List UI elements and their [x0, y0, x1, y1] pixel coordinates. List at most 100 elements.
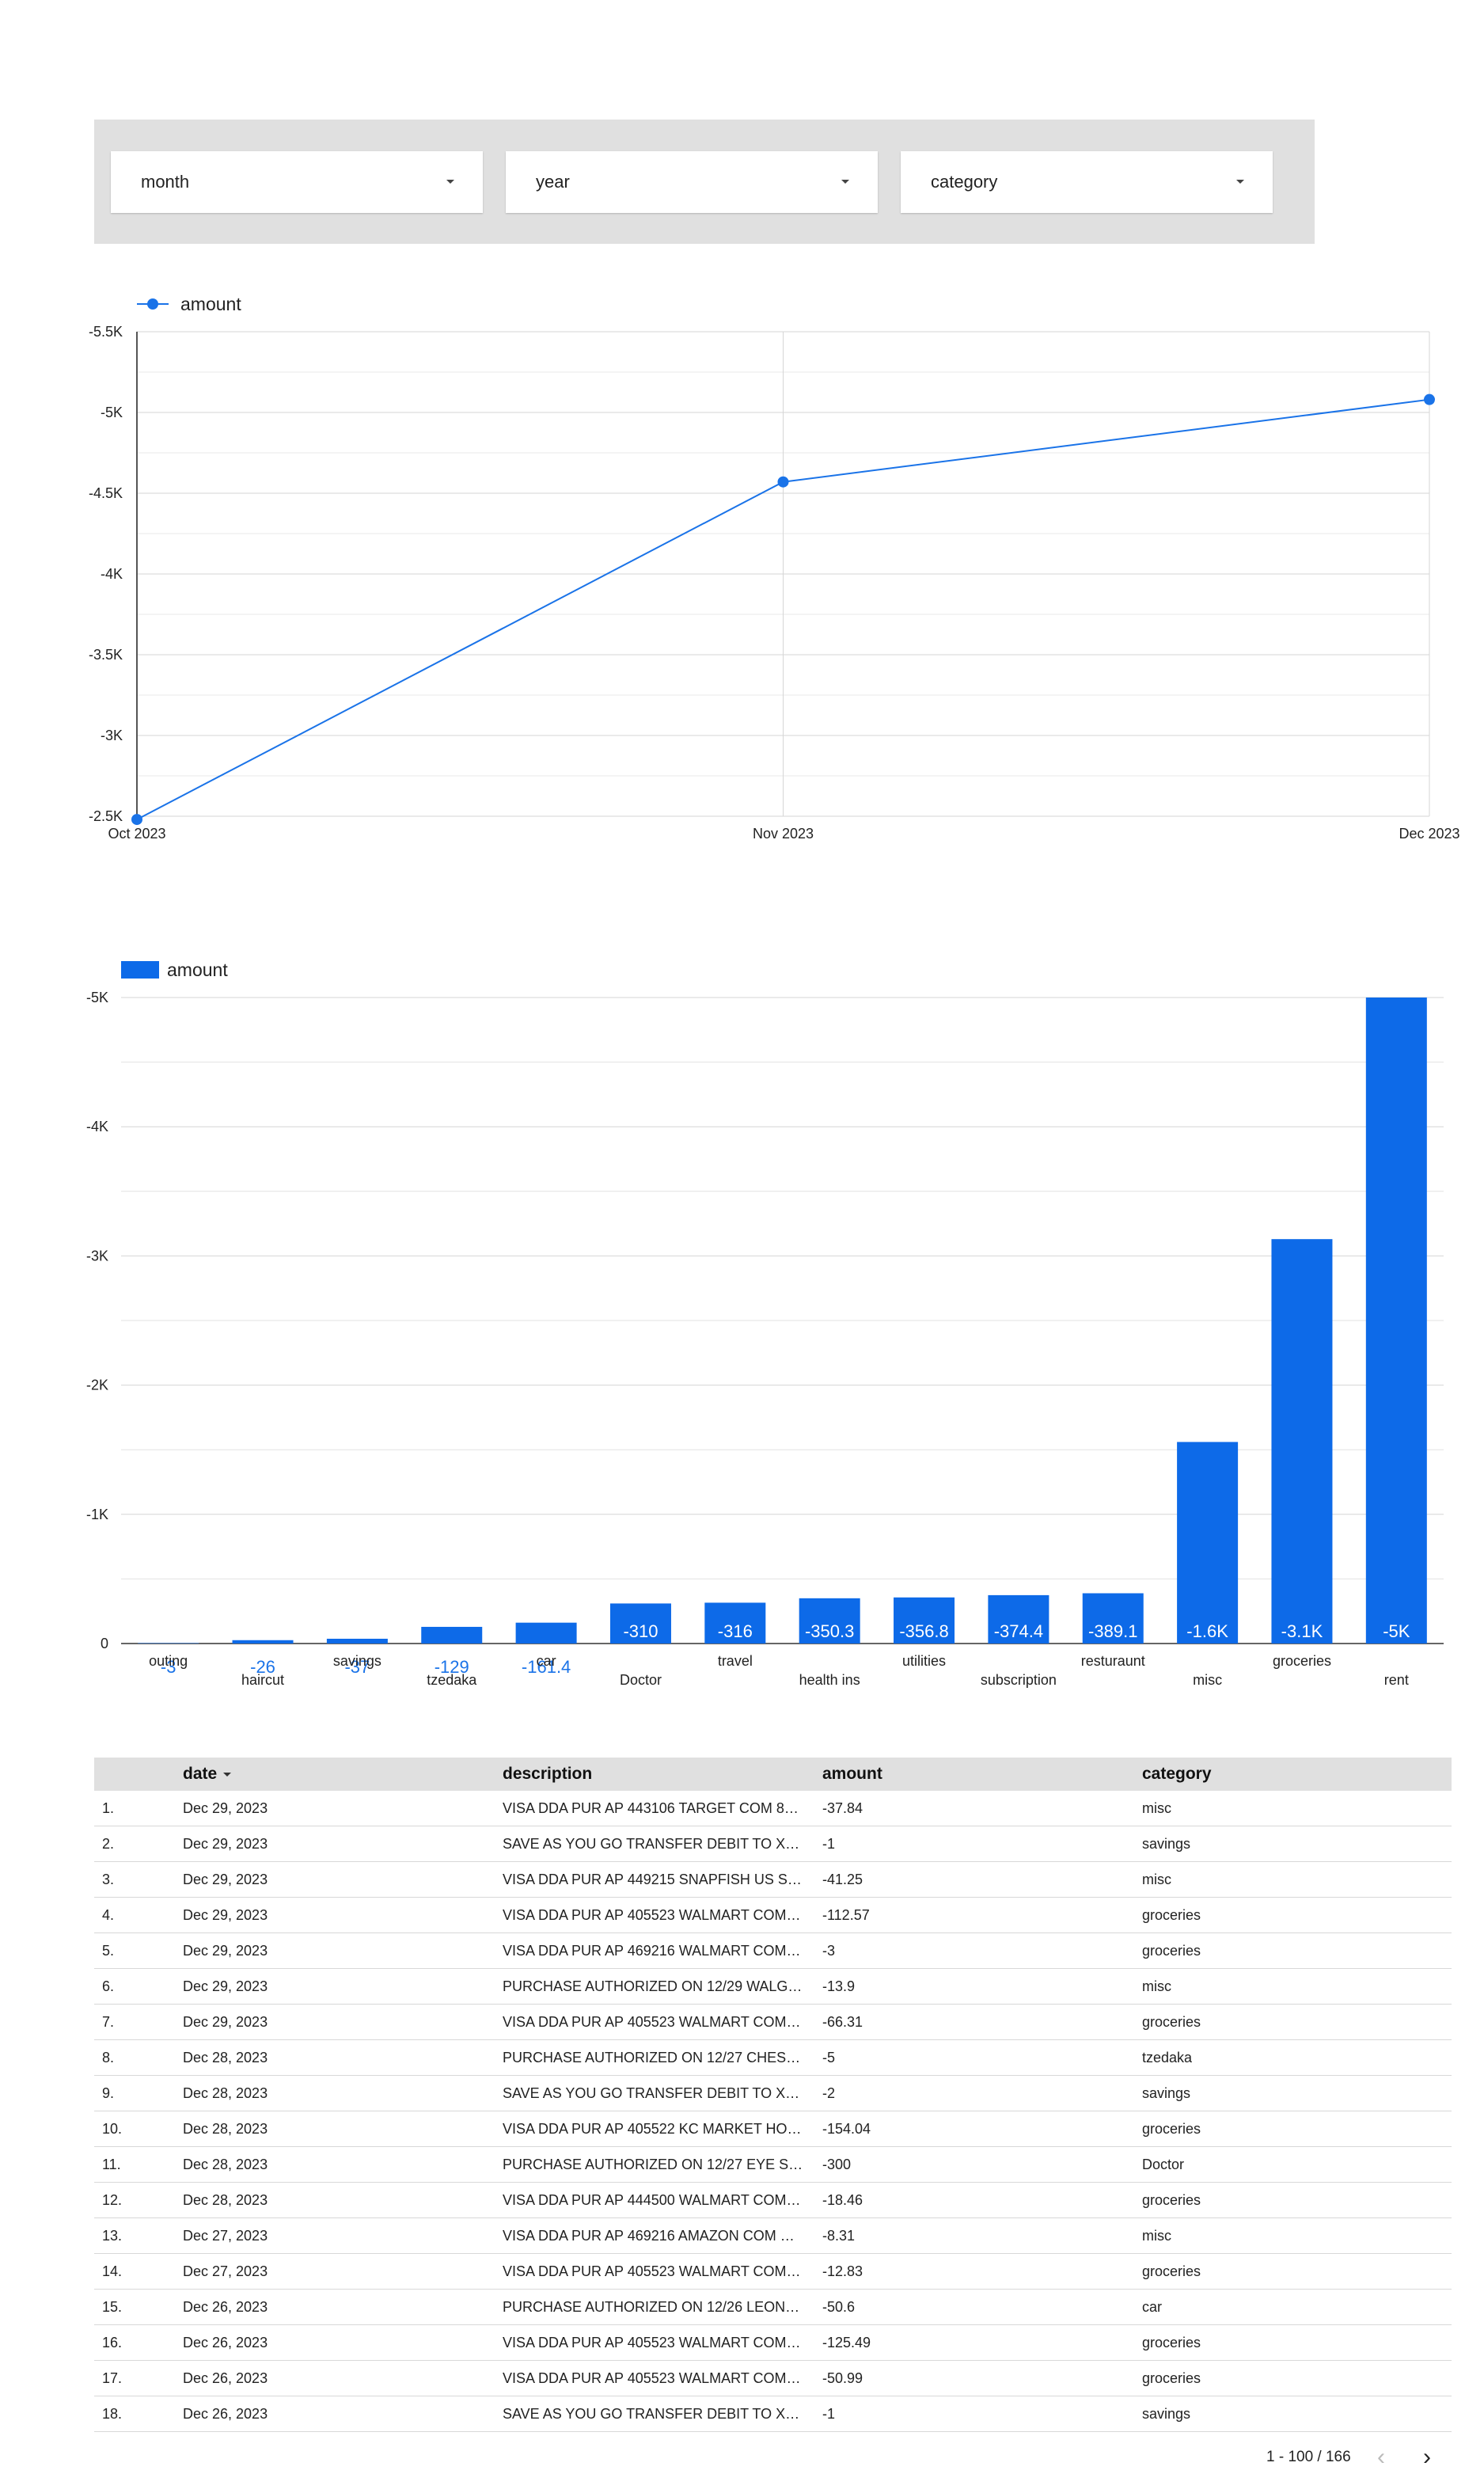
x-category-label: subscription	[981, 1672, 1057, 1688]
row-date: Dec 28, 2023	[183, 2084, 268, 2101]
row-amount: -50.6	[822, 2298, 856, 2315]
row-index: 9.	[102, 2084, 115, 2101]
category-column-header[interactable]: category	[1142, 1758, 1452, 1791]
table-row[interactable]: 3. Dec 29, 2023 VISA DDA PUR AP 449215 SNA…	[94, 1861, 1452, 1898]
row-index-cell: 14.	[94, 2253, 183, 2290]
row-amount-cell: -300	[822, 2146, 1142, 2183]
data-point[interactable]	[1424, 393, 1435, 405]
table-header-row: date description amount category	[94, 1758, 1452, 1791]
table-row[interactable]: 15. Dec 26, 2023 PURCHASE AUTHORIZED ON 12…	[94, 2289, 1452, 2325]
bar[interactable]	[1082, 1593, 1144, 1644]
bar-data-label: -1.6K	[1186, 1621, 1228, 1641]
chevron-left-icon[interactable]: ‹	[1377, 2444, 1385, 2470]
sort-descending-icon	[223, 1772, 232, 1777]
year-filter-label: year	[536, 172, 570, 192]
y-tick-label: -2K	[86, 1378, 108, 1393]
row-amount: -37.84	[822, 1799, 863, 1816]
row-date-cell: Dec 29, 2023	[183, 1897, 503, 1933]
row-amount-cell: -18.46	[822, 2182, 1142, 2218]
table-row[interactable]: 18. Dec 26, 2023 SAVE AS YOU GO TRANSFER D…	[94, 2396, 1452, 2432]
row-amount: -125.49	[822, 2334, 871, 2350]
index-column-header	[94, 1758, 183, 1791]
data-point[interactable]	[131, 814, 142, 826]
table-row[interactable]: 2. Dec 29, 2023 SAVE AS YOU GO TRANSFER DE…	[94, 1826, 1452, 1862]
row-description-cell: VISA DDA PUR AP 449215 SNAPFISH US S…	[503, 1861, 822, 1898]
bar[interactable]	[232, 1640, 294, 1644]
row-index: 7.	[102, 2013, 115, 2030]
date-column-header[interactable]: date	[183, 1758, 503, 1791]
bar[interactable]	[326, 1638, 388, 1644]
row-index-cell: 6.	[94, 1968, 183, 2005]
table-row[interactable]: 7. Dec 29, 2023 VISA DDA PUR AP 405523 WAL…	[94, 2004, 1452, 2040]
row-description-cell: PURCHASE AUTHORIZED ON 12/27 EYE S…	[503, 2146, 822, 2183]
table-row[interactable]: 12. Dec 28, 2023 VISA DDA PUR AP 444500 WA…	[94, 2182, 1452, 2218]
row-category: groceries	[1142, 2191, 1201, 2208]
table-row[interactable]: 5. Dec 29, 2023 VISA DDA PUR AP 469216 WAL…	[94, 1932, 1452, 1969]
row-date: Dec 29, 2023	[183, 1978, 268, 1994]
bar[interactable]	[421, 1626, 483, 1644]
row-amount: -1	[822, 2405, 836, 2422]
row-category: tzedaka	[1142, 2049, 1193, 2065]
x-category-label: rent	[1384, 1672, 1409, 1688]
bar[interactable]	[515, 1622, 577, 1644]
row-date-cell: Dec 27, 2023	[183, 2253, 503, 2290]
table-row[interactable]: 13. Dec 27, 2023 VISA DDA PUR AP 469216 AM…	[94, 2217, 1452, 2254]
row-description-cell: SAVE AS YOU GO TRANSFER DEBIT TO XX…	[503, 1826, 822, 1862]
row-date-cell: Dec 29, 2023	[183, 2004, 503, 2040]
legend-label: amount	[180, 294, 241, 314]
table-row[interactable]: 14. Dec 27, 2023 VISA DDA PUR AP 405523 WA…	[94, 2253, 1452, 2290]
bar[interactable]	[988, 1594, 1049, 1644]
table-row[interactable]: 1. Dec 29, 2023 VISA DDA PUR AP 443106 TAR…	[94, 1791, 1452, 1826]
bar[interactable]	[1177, 1442, 1239, 1644]
table-row[interactable]: 4. Dec 29, 2023 VISA DDA PUR AP 405523 WAL…	[94, 1897, 1452, 1933]
y-tick-label: -2.5K	[89, 808, 123, 824]
bar[interactable]	[704, 1602, 766, 1644]
row-category: groceries	[1142, 1942, 1201, 1959]
data-point[interactable]	[777, 476, 789, 488]
year-filter-dropdown[interactable]: year	[506, 151, 878, 213]
bar[interactable]	[894, 1597, 955, 1644]
table-row[interactable]: 6. Dec 29, 2023 PURCHASE AUTHORIZED ON 12/…	[94, 1968, 1452, 2005]
bar[interactable]	[609, 1603, 671, 1644]
row-category-cell: Doctor	[1142, 2146, 1452, 2183]
amount-column-header[interactable]: amount	[822, 1758, 1142, 1791]
table-row[interactable]: 10. Dec 28, 2023 VISA DDA PUR AP 405522 KC…	[94, 2111, 1452, 2147]
row-amount-cell: -50.6	[822, 2289, 1142, 2325]
row-amount-cell: -8.31	[822, 2217, 1142, 2254]
bar[interactable]	[1271, 1239, 1333, 1644]
row-amount: -5	[822, 2049, 836, 2065]
description-column-header[interactable]: description	[503, 1758, 822, 1791]
row-date-cell: Dec 29, 2023	[183, 1968, 503, 2005]
table-row[interactable]: 11. Dec 28, 2023 PURCHASE AUTHORIZED ON 12…	[94, 2146, 1452, 2183]
table-row[interactable]: 9. Dec 28, 2023 SAVE AS YOU GO TRANSFER DE…	[94, 2075, 1452, 2111]
row-date-cell: Dec 27, 2023	[183, 2217, 503, 2254]
table-row[interactable]: 16. Dec 26, 2023 VISA DDA PUR AP 405523 WA…	[94, 2324, 1452, 2361]
row-index-cell: 17.	[94, 2360, 183, 2396]
y-tick-label: -4K	[86, 1119, 108, 1134]
category-filter-dropdown[interactable]: category	[901, 151, 1273, 213]
row-description: SAVE AS YOU GO TRANSFER DEBIT TO XX…	[503, 1835, 803, 1852]
month-filter-dropdown[interactable]: month	[111, 151, 483, 213]
row-category: Doctor	[1142, 2156, 1185, 2172]
row-category: savings	[1142, 1835, 1191, 1852]
table-row[interactable]: 8. Dec 28, 2023 PURCHASE AUTHORIZED ON 12/…	[94, 2039, 1452, 2076]
bar[interactable]	[799, 1598, 860, 1644]
row-index-cell: 12.	[94, 2182, 183, 2218]
y-tick-label: -5.5K	[89, 324, 123, 340]
row-description: PURCHASE AUTHORIZED ON 12/29 WALG…	[503, 1978, 803, 1994]
bar-data-label: -316	[718, 1621, 753, 1641]
bar[interactable]	[1365, 998, 1427, 1644]
caret-down-icon	[446, 180, 454, 184]
row-index: 16.	[102, 2334, 123, 2350]
row-category-cell: tzedaka	[1142, 2039, 1452, 2076]
table-row[interactable]: 17. Dec 26, 2023 VISA DDA PUR AP 405523 WA…	[94, 2360, 1452, 2396]
row-description-cell: VISA DDA PUR AP 405523 WALMART COM…	[503, 2324, 822, 2361]
row-description-cell: VISA DDA PUR AP 405523 WALMART COM…	[503, 2004, 822, 2040]
row-description: VISA DDA PUR AP 405523 WALMART COM…	[503, 2013, 801, 2030]
chevron-right-icon[interactable]: ›	[1423, 2444, 1431, 2470]
caret-down-icon	[1236, 180, 1244, 184]
bar-data-label: -356.8	[899, 1621, 948, 1641]
x-category-label: health ins	[799, 1672, 860, 1688]
row-amount-cell: -154.04	[822, 2111, 1142, 2147]
